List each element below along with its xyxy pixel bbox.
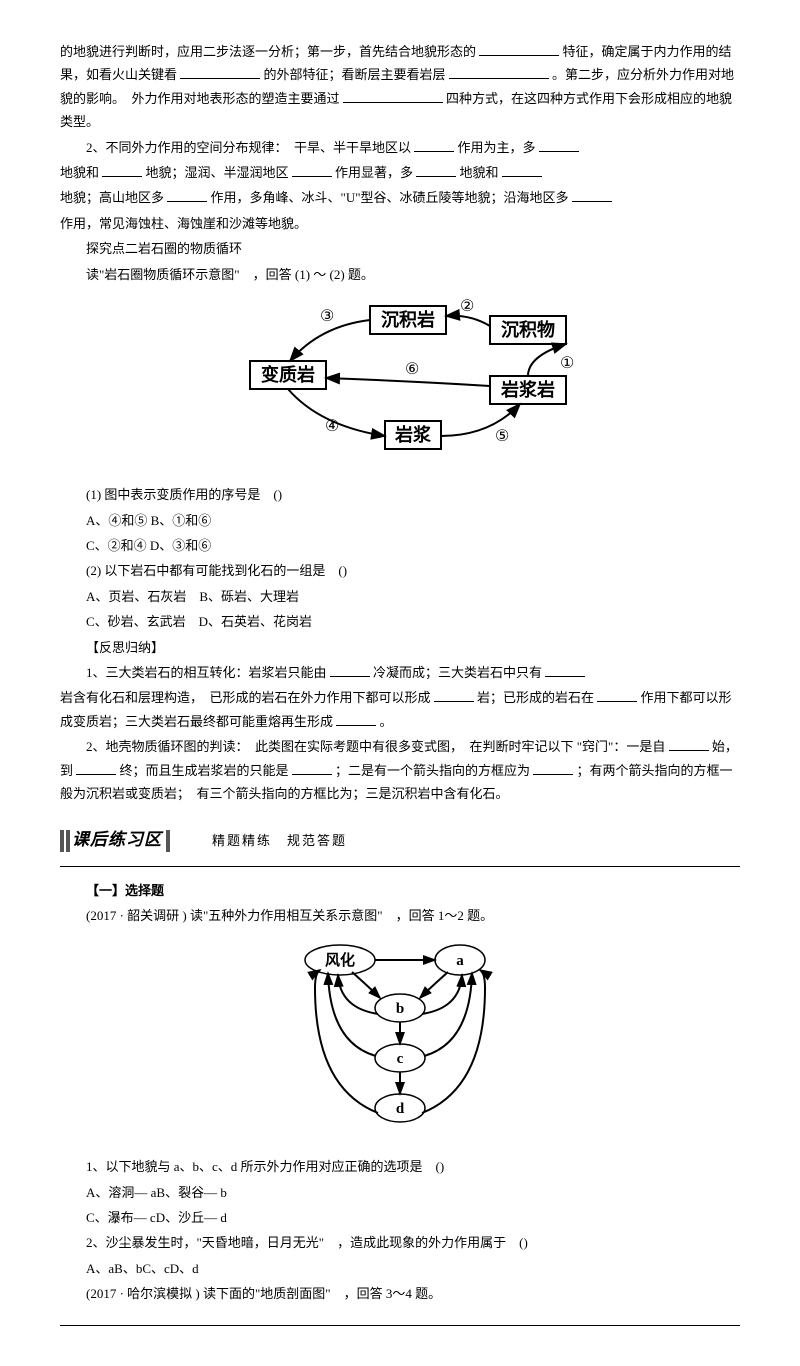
text: 岩含有化石和层理构造， 已形成的岩石在外力作用下都可以形成 (60, 690, 431, 705)
footer-line (60, 1325, 740, 1326)
text: 2、地壳物质循环图的判读： 此类图在实际考题中有很多变式图， 在判断时牢记以下 … (86, 739, 665, 754)
q1-stem: (1) 图中表示变质作用的序号是 () (60, 483, 740, 506)
para-2d: 作用，常见海蚀柱、海蚀崖和沙滩等地貌。 (60, 212, 740, 235)
blank (343, 90, 443, 103)
next-intro: (2017 · 哈尔滨模拟 ) 读下面的"地质剖面图" ，回答 3～4 题。 (60, 1282, 740, 1305)
blank (545, 664, 585, 677)
reflect-p2: 2、地壳物质循环图的判读： 此类图在实际考题中有很多变式图， 在判断时牢记以下 … (60, 735, 740, 805)
blank (572, 189, 612, 202)
blank (434, 689, 474, 702)
section-title: 课后练习区 (72, 825, 162, 856)
reflect-p1: 1、三大类岩石的相互转化：岩浆岩只能由 冷凝而成；三大类岩石中只有 (60, 661, 740, 684)
text: ；二是有一个箭头指向的方框应为 (335, 763, 530, 778)
reflect-title: 【反思归纳】 (60, 636, 740, 659)
bar-icon (166, 830, 170, 852)
blank (416, 164, 456, 177)
text: 作用，常见海蚀柱、海蚀崖和沙滩等地貌。 (60, 216, 307, 231)
node-metamorphic: 变质岩 (261, 364, 315, 385)
blank (533, 762, 573, 775)
blank (292, 164, 332, 177)
blank (330, 664, 370, 677)
blank (180, 66, 260, 79)
node-magma: 岩浆 (394, 424, 432, 445)
blank (539, 139, 579, 152)
para-2b: 地貌和 地貌；湿润、半湿润地区 作用显著，多 地貌和 (60, 161, 740, 184)
mc1-option-a: A、溶洞— aB、裂谷— b (60, 1181, 740, 1204)
node-c: c (397, 1051, 404, 1067)
mc2-stem: 2、沙尘暴发生时，"天昏地暗，日月无光" ，造成此现象的外力作用属于 () (60, 1231, 740, 1254)
mc1-stem: 1、以下地貌与 a、b、c、d 所示外力作用对应正确的选项是 () (60, 1155, 740, 1178)
text: 岩；已形成的岩石在 (477, 690, 594, 705)
part1-intro: (2017 · 韶关调研 ) 读"五种外力作用相互关系示意图" ，回答 1～2 … (60, 904, 740, 927)
text: 终；而且生成岩浆岩的只能是 (120, 763, 289, 778)
para-1: 的地貌进行判断时，应用二步法逐一分析；第一步，首先结合地貌形态的 特征，确定属于… (60, 40, 740, 134)
node-b: b (396, 1001, 404, 1017)
bar-icon (60, 830, 64, 852)
part1-title: 【一】选择题 (60, 879, 740, 902)
node-a: a (456, 953, 464, 969)
text: 作用为主，多 (458, 140, 536, 155)
text: 地貌；湿润、半湿润地区 (146, 165, 289, 180)
blank (449, 66, 549, 79)
blank (502, 164, 542, 177)
text: 的外部特征；看断层主要看岩层 (264, 67, 446, 82)
label-6: ⑥ (405, 361, 419, 378)
section-subtitle: 精题精练 规范答题 (212, 829, 347, 852)
blank (669, 738, 709, 751)
mc1-option-c: C、瀑布— cD、沙丘— d (60, 1206, 740, 1229)
label-5: ⑤ (495, 428, 509, 445)
blank (336, 713, 376, 726)
section-header: 课后练习区 精题精练 规范答题 (60, 825, 740, 856)
text: 的地貌进行判断时，应用二步法逐一分析；第一步，首先结合地貌形态的 (60, 44, 476, 59)
node-sediment: 沉积物 (501, 319, 555, 340)
q2-stem: (2) 以下岩石中都有可能找到化石的一组是 () (60, 559, 740, 582)
read-instruction: 读"岩石圈物质循环示意图" ，回答 (1) ～ (2) 题。 (60, 263, 740, 286)
q2-option-a: A、页岩、石灰岩 B、砾岩、大理岩 (60, 585, 740, 608)
label-3: ③ (320, 308, 334, 325)
q1-option-c: C、②和④ D、③和⑥ (60, 534, 740, 557)
explore-title: 探究点二岩石圈的物质循环 (60, 237, 740, 260)
node-wind: 风化 (325, 951, 355, 969)
text: 2、不同外力作用的空间分布规律： 干旱、半干旱地区以 (86, 140, 411, 155)
blank (76, 762, 116, 775)
blank (292, 762, 332, 775)
para-2c: 地貌；高山地区多 作用，多角峰、冰斗、"U"型谷、冰碛丘陵等地貌；沿海地区多 (60, 186, 740, 209)
label-2: ② (460, 298, 474, 315)
blank (102, 164, 142, 177)
text: 1、三大类岩石的相互转化：岩浆岩只能由 (86, 665, 327, 680)
label-4: ④ (325, 418, 339, 435)
external-force-diagram: 风化 a b c d (60, 938, 740, 1145)
reflect-p1b: 岩含有化石和层理构造， 已形成的岩石在外力作用下都可以形成 岩；已形成的岩石在 … (60, 686, 740, 733)
text: 作用，多角峰、冰斗、"U"型谷、冰碛丘陵等地貌；沿海地区多 (211, 190, 569, 205)
text: 地貌；高山地区多 (60, 190, 164, 205)
mc2-option-a: A、aB、bC、cD、d (60, 1257, 740, 1280)
divider (60, 866, 740, 867)
node-igneous: 岩浆岩 (500, 379, 555, 400)
q1-option-a: A、④和⑤ B、①和⑥ (60, 509, 740, 532)
rock-cycle-diagram: 沉积岩 沉积物 变质岩 岩浆岩 岩浆 ① ② ③ ④ ⑤ ⑥ (60, 296, 740, 473)
bar-icon (66, 830, 70, 852)
blank (414, 139, 454, 152)
text: 地貌和 (60, 165, 99, 180)
node-d: d (396, 1101, 405, 1117)
text: 作用显著，多 (335, 165, 413, 180)
text: 地貌和 (460, 165, 499, 180)
blank (479, 43, 559, 56)
node-sedimentary: 沉积岩 (381, 309, 435, 330)
text: 。 (380, 714, 393, 729)
text: 冷凝而成；三大类岩石中只有 (373, 665, 542, 680)
blank (597, 689, 637, 702)
para-2: 2、不同外力作用的空间分布规律： 干旱、半干旱地区以 作用为主，多 (60, 136, 740, 159)
label-1: ① (560, 355, 574, 372)
blank (167, 189, 207, 202)
q2-option-c: C、砂岩、玄武岩 D、石英岩、花岗岩 (60, 610, 740, 633)
